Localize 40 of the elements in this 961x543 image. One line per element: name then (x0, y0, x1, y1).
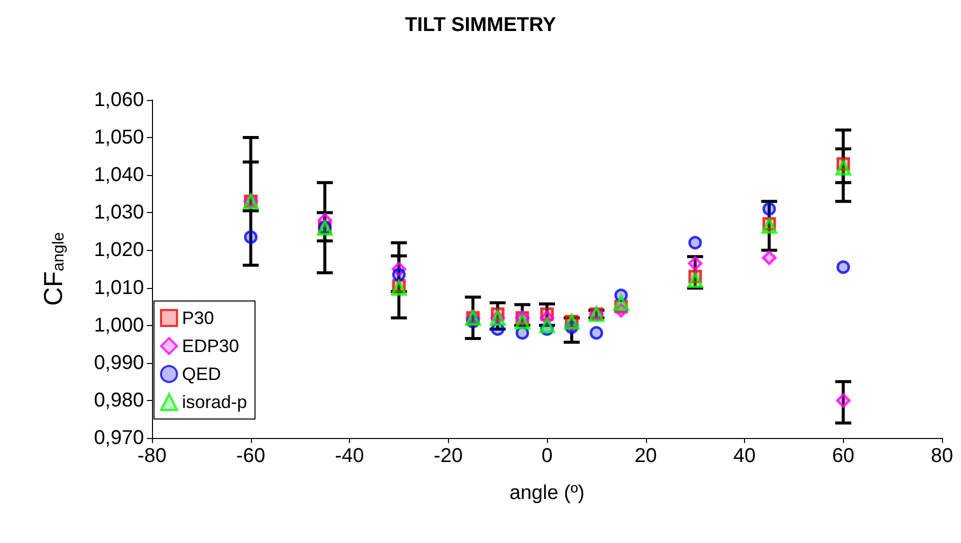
point (762, 202, 776, 216)
legend-label: EDP30 (182, 336, 240, 356)
point (539, 318, 555, 334)
legend-label: P30 (182, 308, 214, 328)
point (392, 268, 406, 282)
y-tick-label: 1,000 (94, 314, 144, 336)
point (688, 236, 702, 250)
y-tick-label: 1,040 (94, 164, 144, 186)
y-tick-label: 1,050 (94, 126, 144, 149)
x-tick-label: 80 (930, 445, 954, 467)
point (613, 295, 629, 311)
y-tick-label: 0,990 (94, 352, 144, 374)
y-tick-label: 1,030 (94, 202, 144, 224)
point (836, 160, 851, 176)
x-tick-label: 20 (634, 445, 657, 467)
legend-label: isorad-p (182, 392, 248, 412)
point (761, 218, 777, 234)
x-tick-label: -20 (434, 445, 463, 467)
point (836, 393, 850, 408)
point (762, 250, 776, 265)
x-tick-label: 60 (832, 445, 854, 467)
point (244, 230, 258, 244)
x-tick-label: 40 (733, 445, 756, 467)
point (391, 280, 407, 296)
y-tick-label: 0,980 (94, 389, 144, 412)
point (836, 260, 850, 274)
x-tick-label: 0 (541, 445, 553, 467)
y-axis-title: CFangle (38, 232, 68, 306)
legend-label: QED (182, 364, 222, 384)
point (590, 326, 604, 340)
point (688, 256, 702, 271)
y-tick-label: 1,020 (94, 239, 144, 262)
x-tick-label: -60 (236, 445, 266, 467)
y-tick-label: 1,010 (94, 276, 144, 299)
x-axis-title: angle (º) (509, 482, 585, 504)
y-tick-label: 1,060 (94, 89, 144, 111)
x-tick-label: -40 (335, 445, 364, 467)
point (514, 314, 530, 330)
point (687, 272, 703, 288)
chart-title: TILT SIMMETRY (404, 14, 557, 36)
